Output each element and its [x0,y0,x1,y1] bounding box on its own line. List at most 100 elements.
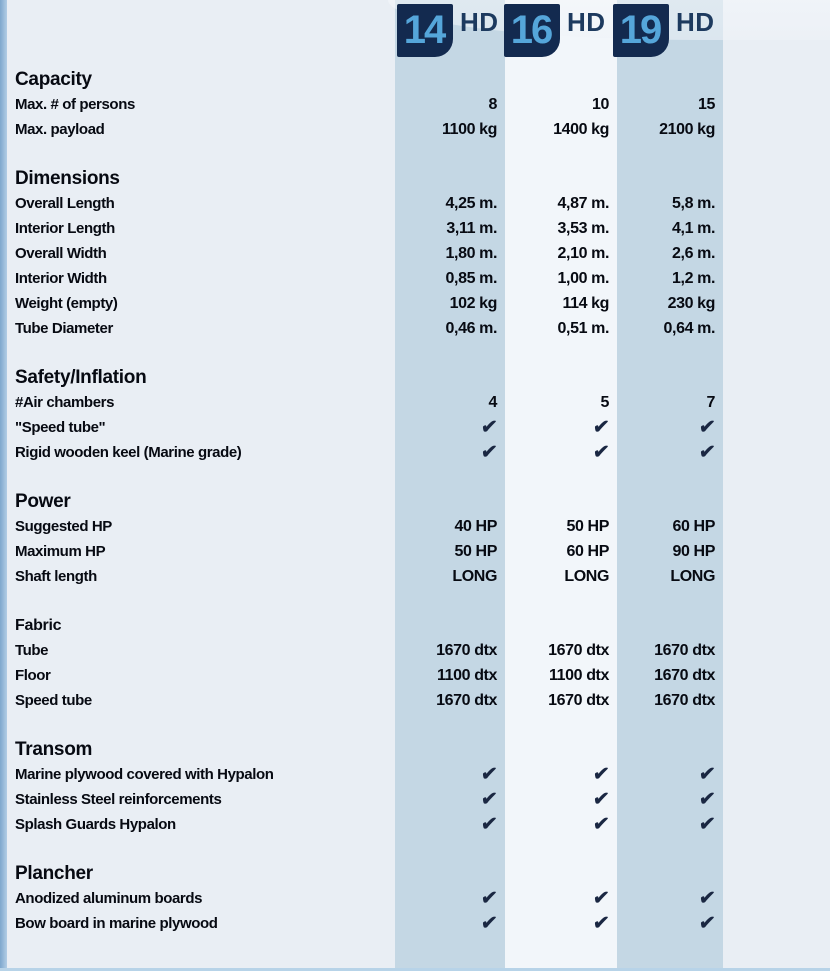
check-cell: ✔ [617,762,723,788]
model-header-14hd: 14 HD [397,4,499,57]
section-safety-inflation: Safety/Inflation #Air chambers 4 5 7 "Speed t… [0,365,830,465]
row-label: Maximum HP [15,543,106,560]
check-cell: ✔ [395,787,505,813]
section-power: Power Suggested HP 40 HP 50 HP 60 HP Maximum … [0,489,830,589]
check-icon: ✔ [480,417,499,438]
check-cell: ✔ [505,886,617,912]
check-icon: ✔ [592,913,611,934]
check-cell: ✔ [395,762,505,788]
section-plancher: Plancher Anodized aluminum boards ✔ ✔ ✔ Bow b… [0,861,830,936]
section-dimensions: Dimensions Overall Length 4,25 m. 4,87 m. 5,… [0,166,830,341]
bottom-accent-line [0,968,830,971]
check-icon: ✔ [592,442,611,463]
value-cell: 1100 kg [441,121,497,138]
value-cell: 3,11 m. [446,220,497,237]
check-icon: ✔ [592,789,611,810]
row-label: Tube Diameter [15,320,113,337]
check-icon: ✔ [698,764,717,785]
row-label: #Air chambers [15,394,115,411]
spec-row: Stainless Steel reinforcements ✔ ✔ ✔ [0,787,830,812]
spec-row: Bow board in marine plywood ✔ ✔ ✔ [0,911,830,936]
check-icon: ✔ [698,814,717,835]
value-cell: 1400 kg [553,121,609,138]
value-cell: 10 [592,96,609,113]
section-header: Capacity [15,69,92,90]
check-icon: ✔ [698,442,717,463]
check-cell: ✔ [505,812,617,838]
row-label: Anodized aluminum boards [15,890,203,907]
check-icon: ✔ [592,417,611,438]
row-label: Speed tube [15,692,92,709]
check-icon: ✔ [480,814,499,835]
check-icon: ✔ [698,789,717,810]
check-icon: ✔ [698,417,717,438]
value-cell: LONG [670,568,715,585]
spec-table: Capacity Max. # of persons 8 10 15 Max. paylo… [0,60,830,936]
value-cell: 50 HP [566,518,610,535]
value-cell: 4,25 m. [445,195,498,212]
check-icon: ✔ [480,789,499,810]
row-label: Weight (empty) [15,295,118,312]
value-cell: 1670 dtx [548,692,609,709]
check-cell: ✔ [505,762,617,788]
check-icon: ✔ [480,913,499,934]
value-cell: 60 HP [566,543,610,560]
spec-row: Splash Guards Hypalon ✔ ✔ ✔ [0,812,830,837]
check-cell: ✔ [505,415,617,441]
spec-row: Interior Width 0,85 m. 1,00 m. 1,2 m. [0,266,830,291]
spec-row: Tube Diameter 0,46 m. 0,51 m. 0,64 m. [0,316,830,341]
value-cell: 1,80 m. [445,245,498,262]
check-cell: ✔ [395,812,505,838]
value-cell: 5,8 m. [672,195,715,212]
spec-row: Maximum HP 50 HP 60 HP 90 HP [0,539,830,564]
column-band-14hd [395,0,505,971]
value-cell: LONG [564,568,609,585]
check-icon: ✔ [480,888,499,909]
row-label: Stainless Steel reinforcements [15,791,222,808]
value-cell: 2100 kg [659,121,715,138]
section-fabric: Fabric Tube 1670 dtx 1670 dtx 1670 dtx Floor 1… [0,613,830,713]
spec-row: Suggested HP 40 HP 50 HP 60 HP [0,514,830,539]
row-label: Overall Length [15,195,115,212]
check-cell: ✔ [617,787,723,813]
model-number-badge: 16 [504,4,560,57]
row-label: Floor [15,667,51,684]
check-icon: ✔ [698,888,717,909]
check-cell: ✔ [617,415,723,441]
value-cell: 1670 dtx [654,667,715,684]
value-cell: 1100 dtx [549,667,609,684]
model-suffix-label: HD [676,7,715,37]
check-cell: ✔ [505,440,617,466]
column-band-19hd [617,0,723,971]
spec-row: Max. payload 1100 kg 1400 kg 2100 kg [0,117,830,142]
check-icon: ✔ [698,913,717,934]
model-header-19hd: 19 HD [613,4,715,57]
spec-row: Tube 1670 dtx 1670 dtx 1670 dtx [0,638,830,663]
spec-row: Overall Width 1,80 m. 2,10 m. 2,6 m. [0,241,830,266]
check-icon: ✔ [480,442,499,463]
row-label: Shaft length [15,568,97,585]
spec-row: Speed tube 1670 dtx 1670 dtx 1670 dtx [0,688,830,713]
check-cell: ✔ [617,911,723,937]
check-icon: ✔ [592,764,611,785]
section-header: Transom [15,739,93,760]
check-cell: ✔ [505,911,617,937]
row-label: Interior Length [15,220,115,237]
row-label: Rigid wooden keel (Marine grade) [15,444,242,461]
row-label: Splash Guards Hypalon [15,816,176,833]
check-cell: ✔ [617,812,723,838]
row-label: Max. # of persons [15,96,135,113]
row-label: Max. payload [15,121,105,138]
spec-row: Shaft length LONG LONG LONG [0,564,830,589]
value-cell: 40 HP [454,518,498,535]
value-cell: 3,53 m. [557,220,610,237]
spec-row: Floor 1100 dtx 1100 dtx 1670 dtx [0,663,830,688]
value-cell: 90 HP [672,543,716,560]
check-cell: ✔ [395,911,505,937]
row-label: Overall Width [15,245,107,262]
value-cell: 1,00 m. [557,270,610,287]
spec-row: Weight (empty) 102 kg 114 kg 230 kg [0,291,830,316]
value-cell: LONG [452,568,497,585]
value-cell: 1,2 m. [672,270,715,287]
